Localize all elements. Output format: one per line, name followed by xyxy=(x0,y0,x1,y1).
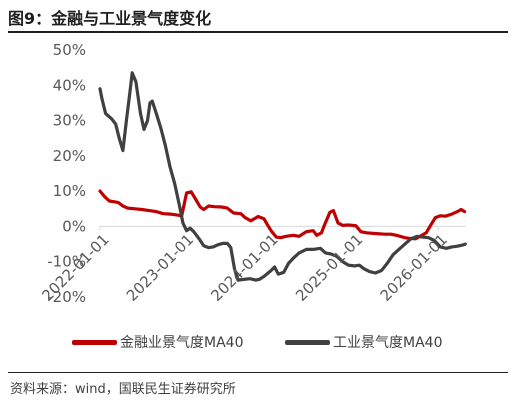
y-tick-label: 50% xyxy=(53,41,86,59)
source-note: 资料来源：wind，国联民生证券研究所 xyxy=(10,382,236,397)
y-tick-label: 10% xyxy=(53,182,86,200)
x-axis-labels: 2022-01-01 2023-01-01 2024-01-01 2025-01-01… xyxy=(38,230,451,304)
x-tick-label: 2025-01-01 xyxy=(292,230,366,304)
legend-label-industry: 工业景气度MA40 xyxy=(333,335,443,351)
legend-swatch-finance xyxy=(72,339,117,345)
y-tick-label: 40% xyxy=(53,76,86,94)
y-tick-label: -10% xyxy=(47,253,86,271)
title-bar: 图9：金融与工业景气度变化 xyxy=(0,0,516,33)
chart-title: 图9：金融与工业景气度变化 xyxy=(8,9,212,28)
y-tick-label: 30% xyxy=(53,112,86,130)
series-line-industry xyxy=(98,71,467,282)
footer-divider xyxy=(8,372,508,373)
series-line-finance xyxy=(98,189,467,241)
x-tick-label: 2026-01-01 xyxy=(377,230,451,304)
y-tick-label: 0% xyxy=(62,217,86,235)
legend: 金融业景气度MA40 工业景气度MA40 xyxy=(0,331,516,355)
line-chart: -20% -10% 0% 10% 20% 30% 40% 50% 2022-01-01 2023… xyxy=(38,41,467,306)
legend-item-industry: 工业景气度MA40 xyxy=(285,331,442,353)
series-layer xyxy=(98,71,467,282)
x-tick-label: 2024-01-01 xyxy=(207,230,281,304)
y-tick-label: 20% xyxy=(53,147,86,165)
legend-label-finance: 金融业景气度MA40 xyxy=(120,335,244,351)
y-tick-label: -20% xyxy=(47,288,86,306)
legend-item-finance: 金融业景气度MA40 xyxy=(72,331,243,353)
x-tick-label: 2023-01-01 xyxy=(123,230,197,304)
title-divider xyxy=(8,31,508,33)
legend-swatch-industry xyxy=(285,339,330,345)
y-axis-labels: -20% -10% 0% 10% 20% 30% 40% 50% xyxy=(47,41,86,306)
